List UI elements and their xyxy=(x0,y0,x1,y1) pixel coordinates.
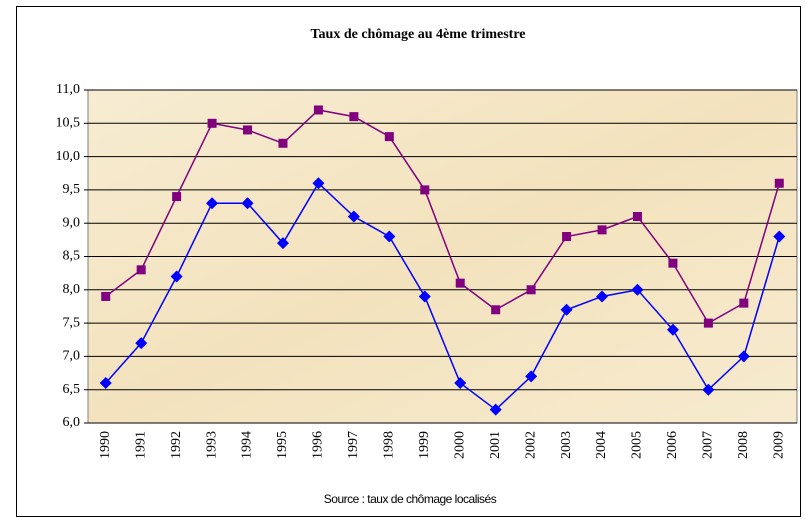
data-point xyxy=(489,403,502,416)
x-tick-label: 2009 xyxy=(771,431,786,459)
data-point xyxy=(666,323,679,336)
y-tick-label: 6,5 xyxy=(63,382,81,397)
data-point xyxy=(276,237,289,250)
data-point xyxy=(383,230,396,243)
data-point xyxy=(241,197,254,210)
x-tick-label: 2003 xyxy=(559,431,574,459)
data-point xyxy=(562,232,572,242)
data-point xyxy=(455,278,465,288)
data-point xyxy=(418,290,431,303)
data-point xyxy=(170,270,183,283)
data-point xyxy=(773,230,786,243)
y-tick-label: 9,5 xyxy=(63,182,81,197)
x-tick-label: 2006 xyxy=(665,431,680,459)
data-point xyxy=(349,112,359,122)
data-point xyxy=(101,291,111,301)
data-point xyxy=(454,377,467,390)
data-point xyxy=(525,370,538,383)
y-tick-label: 10,5 xyxy=(56,116,81,131)
x-tick-label: 2008 xyxy=(736,431,751,459)
data-point xyxy=(631,283,644,296)
x-tick-label: 1991 xyxy=(133,431,148,459)
data-point xyxy=(632,212,642,222)
data-point xyxy=(99,377,112,390)
data-point xyxy=(702,383,715,396)
data-point xyxy=(774,178,784,188)
data-point xyxy=(135,337,148,350)
x-tick-label: 1998 xyxy=(382,431,397,459)
y-tick-label: 11,0 xyxy=(56,82,80,97)
data-point xyxy=(136,265,146,275)
data-point xyxy=(384,132,394,142)
data-point xyxy=(172,192,182,202)
x-tick-label: 1999 xyxy=(417,431,432,459)
data-point xyxy=(207,118,217,128)
y-tick-label: 7,0 xyxy=(63,349,81,364)
series-line xyxy=(105,109,780,325)
y-tick-label: 8,0 xyxy=(63,282,81,297)
y-tick-label: 8,5 xyxy=(63,249,81,264)
data-point xyxy=(491,305,501,315)
x-tick-label: 2000 xyxy=(452,431,467,459)
data-point xyxy=(312,177,325,190)
data-point xyxy=(596,290,609,303)
y-tick-label: 9,0 xyxy=(63,215,81,230)
x-tick-label: 2002 xyxy=(523,431,538,459)
x-tick-label: 1990 xyxy=(98,431,113,459)
x-tick-label: 2004 xyxy=(594,431,609,459)
data-point xyxy=(737,350,750,363)
data-point xyxy=(206,197,219,210)
data-point xyxy=(347,210,360,223)
data-point xyxy=(420,185,430,195)
y-tick-label: 7,5 xyxy=(63,315,81,330)
data-point xyxy=(526,285,536,295)
data-point xyxy=(313,105,323,115)
y-tick-label: 10,0 xyxy=(56,149,81,164)
y-tick-label: 6,0 xyxy=(63,415,81,430)
chart-title: Taux de chômage au 4ème trimestre xyxy=(310,27,525,42)
data-point xyxy=(560,303,573,316)
data-point xyxy=(668,258,678,268)
x-tick-label: 1992 xyxy=(169,431,184,459)
data-point xyxy=(739,298,749,308)
x-tick-label: 1993 xyxy=(204,431,219,459)
x-tick-label: 1996 xyxy=(311,431,326,459)
x-tick-label: 2007 xyxy=(701,431,716,459)
x-tick-label: 1995 xyxy=(275,431,290,459)
data-point xyxy=(243,125,253,135)
data-point xyxy=(278,138,288,148)
x-tick-label: 2005 xyxy=(630,431,645,459)
source-note: Source : taux de chômage localisés xyxy=(324,492,497,506)
x-tick-label: 1994 xyxy=(240,431,255,459)
x-tick-label: 1997 xyxy=(346,431,361,459)
data-point xyxy=(703,318,713,328)
x-tick-label: 2001 xyxy=(488,431,503,459)
data-point xyxy=(597,225,607,235)
